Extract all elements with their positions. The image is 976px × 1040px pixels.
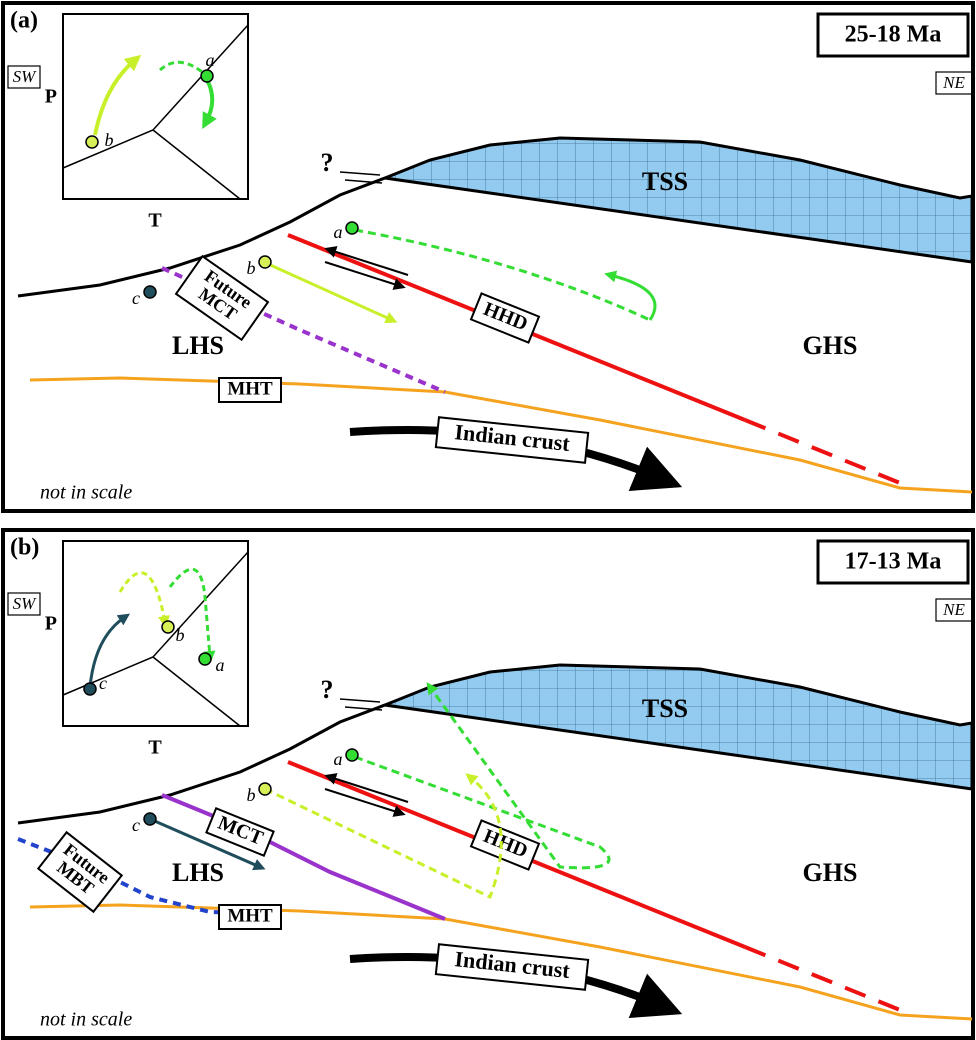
query: ?: [321, 675, 334, 704]
diagram: (a)25-18 MaSWNEIndian crust?TSSLHSGHSHHD…: [0, 0, 976, 1040]
p-t-point: [259, 256, 271, 268]
point-label: a: [334, 749, 343, 769]
inset-t: T: [148, 737, 162, 759]
mht-label: MHT: [219, 905, 281, 929]
p-t-point: [144, 286, 156, 298]
point-label: c: [99, 673, 107, 693]
inset-frame: [63, 14, 248, 199]
point-label: a: [216, 655, 225, 675]
point-label: b: [176, 625, 185, 645]
point-label: a: [206, 50, 215, 70]
label-text: MHT: [227, 378, 273, 399]
point-label: a: [334, 222, 343, 242]
point-label: b: [105, 130, 114, 150]
p-t-point: [346, 222, 358, 234]
inset-p: P: [45, 86, 57, 108]
unit-label: TSS: [642, 167, 688, 196]
inset-p: P: [45, 613, 57, 635]
unit-label: LHS: [172, 858, 224, 887]
inset-t: T: [148, 210, 162, 232]
p-t-point: [144, 813, 156, 825]
age: 25-18 Ma: [845, 22, 942, 48]
age: 17-13 Ma: [845, 549, 942, 575]
p-t-point: [259, 783, 271, 795]
point-label: c: [132, 815, 140, 835]
panel-label: (b): [10, 535, 39, 561]
query: ?: [321, 148, 334, 177]
p-t-point: [199, 653, 211, 665]
p-t-point: [86, 136, 98, 148]
p-t-point: [201, 70, 213, 82]
point-label: b: [247, 785, 256, 805]
label-text: MHT: [227, 905, 273, 926]
panel-label: (a): [10, 8, 38, 34]
unit-label: TSS: [642, 694, 688, 723]
point-label: c: [132, 288, 140, 308]
p-t-point: [162, 621, 174, 633]
p-t-point: [84, 683, 96, 695]
inset-frame: [63, 541, 248, 726]
sw: SW: [13, 67, 38, 86]
ne: NE: [942, 73, 965, 92]
unit-label: LHS: [172, 331, 224, 360]
unit-label: GHS: [803, 331, 858, 360]
p-t-point: [346, 749, 358, 761]
note: not in scale: [40, 482, 132, 504]
point-label: b: [247, 258, 256, 278]
mht-label: MHT: [219, 378, 281, 402]
unit-label: GHS: [803, 858, 858, 887]
sw: SW: [13, 594, 38, 613]
ne: NE: [942, 600, 965, 619]
note: not in scale: [40, 1009, 132, 1031]
